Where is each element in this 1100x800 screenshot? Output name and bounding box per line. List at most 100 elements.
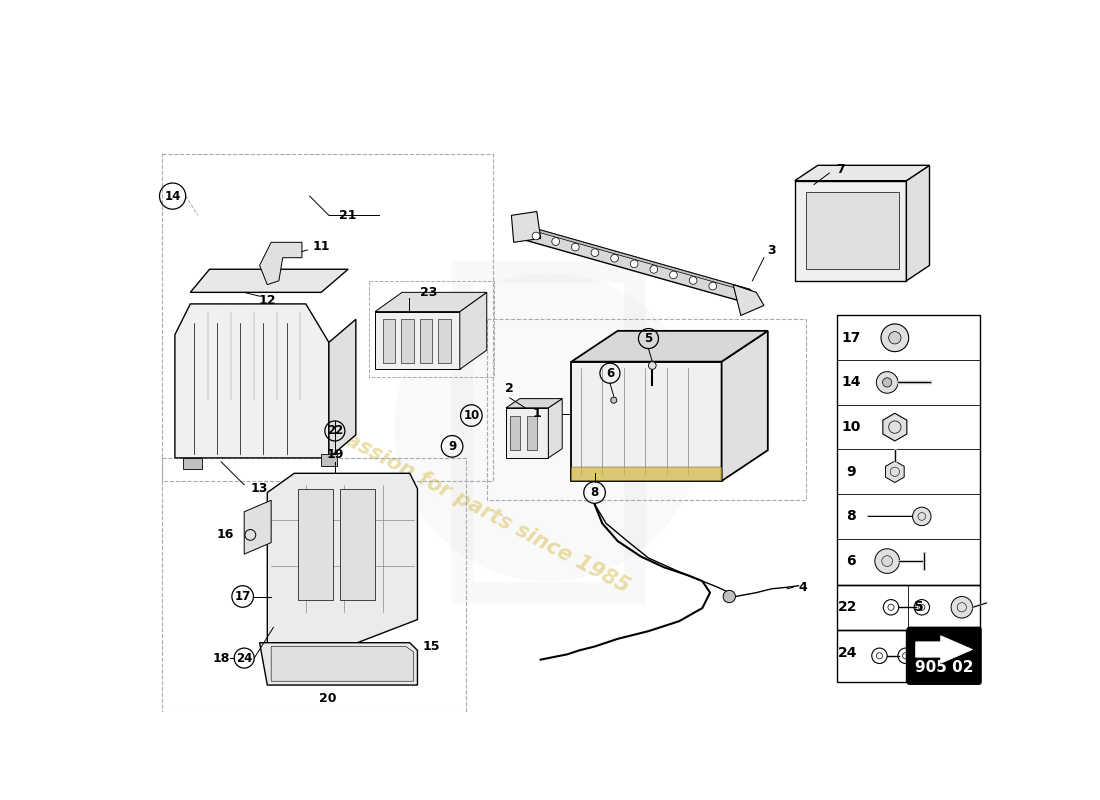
Polygon shape xyxy=(512,211,541,242)
Circle shape xyxy=(591,249,598,257)
Polygon shape xyxy=(260,242,301,285)
Bar xyxy=(837,630,906,682)
Circle shape xyxy=(552,238,560,246)
Text: 17: 17 xyxy=(842,330,860,345)
Circle shape xyxy=(650,266,658,274)
Text: 15: 15 xyxy=(422,640,440,653)
Circle shape xyxy=(610,254,618,262)
Circle shape xyxy=(882,556,892,566)
Circle shape xyxy=(723,590,736,602)
Polygon shape xyxy=(506,398,562,408)
Circle shape xyxy=(874,549,900,574)
Text: 8: 8 xyxy=(591,486,598,499)
Circle shape xyxy=(708,282,716,290)
Circle shape xyxy=(889,332,901,344)
Polygon shape xyxy=(794,181,906,281)
Text: 1: 1 xyxy=(532,407,541,420)
Text: 6: 6 xyxy=(606,366,614,380)
Polygon shape xyxy=(722,331,768,481)
Bar xyxy=(162,154,493,481)
Polygon shape xyxy=(527,415,537,450)
Polygon shape xyxy=(506,408,548,458)
Text: 20: 20 xyxy=(319,693,337,706)
Text: a passion for parts since 1985: a passion for parts since 1985 xyxy=(310,412,632,596)
Circle shape xyxy=(394,273,703,581)
Text: 16: 16 xyxy=(217,529,233,542)
Polygon shape xyxy=(321,454,337,466)
Circle shape xyxy=(610,397,617,403)
Polygon shape xyxy=(383,319,395,363)
Polygon shape xyxy=(420,319,432,363)
Polygon shape xyxy=(329,319,356,458)
Polygon shape xyxy=(572,362,722,481)
Polygon shape xyxy=(402,319,414,363)
Circle shape xyxy=(532,232,540,240)
Text: 22: 22 xyxy=(327,425,343,438)
Polygon shape xyxy=(915,636,972,663)
Text: 2: 2 xyxy=(506,382,514,395)
Polygon shape xyxy=(572,467,722,481)
Bar xyxy=(486,319,806,500)
Circle shape xyxy=(952,597,972,618)
Polygon shape xyxy=(175,304,329,458)
Bar xyxy=(162,458,466,712)
Text: 🐂: 🐂 xyxy=(431,238,666,616)
Polygon shape xyxy=(906,166,930,281)
Polygon shape xyxy=(886,461,904,482)
Text: 14: 14 xyxy=(164,190,180,202)
Text: 905 02: 905 02 xyxy=(915,660,974,675)
Polygon shape xyxy=(460,292,486,370)
Text: 19: 19 xyxy=(327,447,343,461)
Bar xyxy=(837,585,980,630)
Circle shape xyxy=(630,260,638,268)
Circle shape xyxy=(913,507,931,526)
Polygon shape xyxy=(183,458,202,470)
Polygon shape xyxy=(341,489,375,600)
Circle shape xyxy=(670,271,678,278)
Text: 13: 13 xyxy=(251,482,268,495)
Polygon shape xyxy=(190,270,348,292)
Polygon shape xyxy=(794,166,930,181)
Text: 9: 9 xyxy=(448,440,456,453)
Text: 6: 6 xyxy=(846,554,856,568)
Text: 24: 24 xyxy=(236,651,252,665)
Polygon shape xyxy=(298,489,332,600)
Text: 14: 14 xyxy=(842,375,860,390)
Circle shape xyxy=(882,378,892,387)
Text: 11: 11 xyxy=(312,240,330,253)
Polygon shape xyxy=(267,474,418,642)
FancyBboxPatch shape xyxy=(908,627,981,684)
Polygon shape xyxy=(510,415,520,450)
Polygon shape xyxy=(572,331,768,362)
Circle shape xyxy=(571,243,579,251)
Text: 8: 8 xyxy=(846,510,856,523)
Bar xyxy=(368,281,495,377)
Circle shape xyxy=(649,362,656,370)
Polygon shape xyxy=(806,192,899,270)
Text: 12: 12 xyxy=(258,294,276,306)
Text: 18: 18 xyxy=(212,651,230,665)
Polygon shape xyxy=(375,312,460,370)
Polygon shape xyxy=(883,414,906,441)
Circle shape xyxy=(245,530,255,540)
Text: 10: 10 xyxy=(463,409,480,422)
Text: 21: 21 xyxy=(340,209,356,222)
Bar xyxy=(837,315,980,585)
Text: 7: 7 xyxy=(837,162,845,176)
Polygon shape xyxy=(375,292,486,312)
Polygon shape xyxy=(733,285,763,315)
Text: 22: 22 xyxy=(838,600,858,614)
Polygon shape xyxy=(516,224,750,303)
Polygon shape xyxy=(548,398,562,458)
Polygon shape xyxy=(260,642,418,685)
Polygon shape xyxy=(519,224,755,294)
Text: 24: 24 xyxy=(838,646,858,660)
Text: 5: 5 xyxy=(914,600,924,614)
Text: 3: 3 xyxy=(768,243,776,257)
Text: 10: 10 xyxy=(842,420,860,434)
Text: 5: 5 xyxy=(645,332,652,345)
Text: 4: 4 xyxy=(799,581,806,594)
Text: 23: 23 xyxy=(420,286,438,299)
Polygon shape xyxy=(438,319,451,363)
Circle shape xyxy=(877,372,898,394)
